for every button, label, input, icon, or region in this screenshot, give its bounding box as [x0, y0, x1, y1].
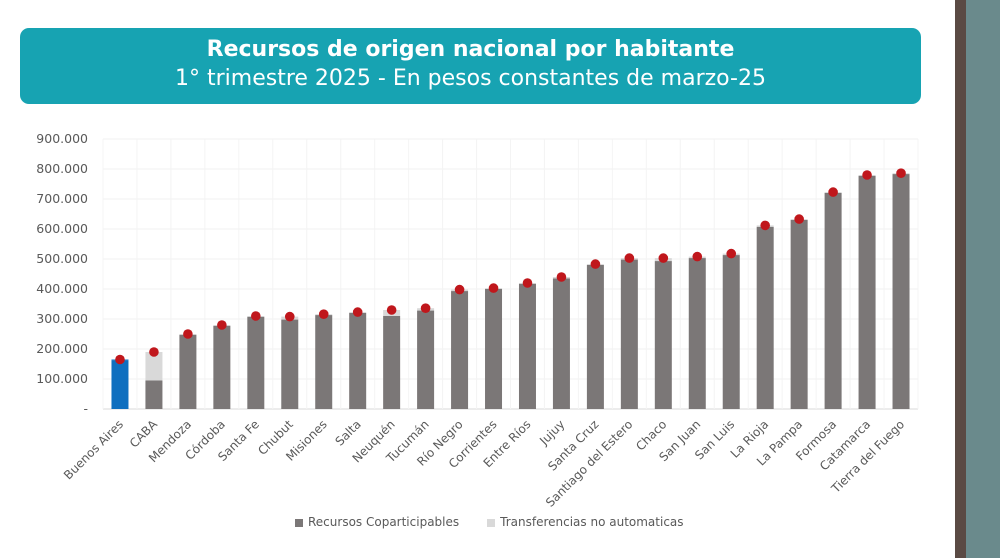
- bar-coparticipables: [213, 325, 231, 409]
- total-marker: [420, 303, 431, 314]
- total-marker: [624, 253, 635, 263]
- decorative-stripe-dark: [955, 0, 966, 558]
- bar-coparticipables: [281, 319, 299, 409]
- total-marker: [318, 309, 329, 320]
- total-marker: [862, 170, 872, 180]
- total-marker: [149, 347, 159, 357]
- bar-coparticipables: [586, 265, 604, 409]
- bar-coparticipables: [383, 316, 401, 409]
- legend: Recursos Coparticipables Transferencias …: [295, 515, 684, 529]
- x-tick-label: Buenos Aires: [61, 417, 126, 482]
- y-tick-label: 300.000: [36, 311, 88, 326]
- total-marker: [556, 272, 567, 282]
- total-marker: [760, 220, 770, 231]
- y-tick-label: 100.000: [36, 371, 88, 386]
- bar-coparticipables: [824, 193, 842, 409]
- total-marker: [590, 259, 601, 269]
- bar-transferencias: [145, 352, 163, 381]
- x-tick-label: Jujuy: [536, 417, 567, 448]
- total-marker: [183, 329, 193, 339]
- total-marker: [488, 283, 499, 293]
- bar-coparticipables: [858, 175, 876, 409]
- bar-coparticipables: [111, 360, 129, 409]
- y-tick-label: 800.000: [36, 161, 88, 176]
- y-tick-label: 200.000: [36, 341, 88, 356]
- bar-coparticipables: [688, 258, 706, 409]
- legend-label: Transferencias no automaticas: [500, 515, 684, 529]
- legend-swatch: [487, 518, 496, 527]
- x-tick-label: Salta: [332, 417, 363, 448]
- bar-coparticipables: [722, 255, 740, 409]
- bar-coparticipables: [620, 259, 638, 409]
- bar-coparticipables: [247, 316, 265, 409]
- total-marker: [115, 354, 125, 365]
- chart-title: Recursos de origen nacional por habitant…: [206, 37, 735, 62]
- bar-coparticipables: [179, 334, 197, 409]
- legend-label: Recursos Coparticipables: [308, 515, 460, 529]
- bar-coparticipables: [654, 261, 672, 409]
- total-marker: [251, 311, 261, 321]
- y-tick-label: -: [83, 401, 88, 416]
- total-marker: [692, 251, 703, 262]
- y-tick-label: 700.000: [36, 191, 88, 206]
- bar-coparticipables: [892, 174, 910, 409]
- total-marker: [284, 311, 295, 322]
- bar-coparticipables: [790, 220, 808, 409]
- total-marker: [522, 278, 533, 288]
- bar-coparticipables: [451, 291, 469, 409]
- y-tick-label: 500.000: [36, 251, 88, 266]
- chart-subtitle: 1° trimestre 2025 - En pesos constantes …: [175, 66, 766, 91]
- y-tick-label: 900.000: [36, 131, 88, 146]
- total-marker: [352, 307, 363, 317]
- bar-coparticipables: [417, 310, 435, 409]
- legend-item-transferencias: Transferencias no automaticas: [487, 515, 684, 529]
- bar-coparticipables: [756, 226, 774, 409]
- total-marker: [896, 168, 906, 178]
- bar-coparticipables: [349, 313, 367, 409]
- legend-swatch: [295, 518, 303, 527]
- chart-header: Recursos de origen nacional por habitant…: [20, 28, 921, 104]
- total-marker: [794, 214, 804, 224]
- total-marker: [386, 305, 397, 315]
- legend-item-coparticipables: Recursos Coparticipables: [295, 515, 459, 529]
- total-marker: [217, 320, 227, 330]
- bar-coparticipables: [518, 283, 536, 409]
- total-marker: [658, 253, 669, 263]
- total-marker: [454, 284, 465, 295]
- decorative-stripe-teal: [966, 0, 1000, 558]
- total-marker: [828, 187, 838, 197]
- bar-coparticipables: [315, 315, 333, 409]
- bar-coparticipables: [485, 289, 503, 409]
- bar-coparticipables: [145, 380, 163, 409]
- y-tick-label: 400.000: [36, 281, 88, 296]
- total-marker: [726, 248, 737, 259]
- y-tick-label: 600.000: [36, 221, 88, 236]
- bar-coparticipables: [552, 278, 570, 409]
